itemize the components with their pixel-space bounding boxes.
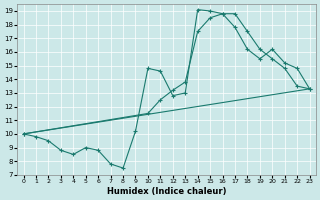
X-axis label: Humidex (Indice chaleur): Humidex (Indice chaleur) — [107, 187, 226, 196]
